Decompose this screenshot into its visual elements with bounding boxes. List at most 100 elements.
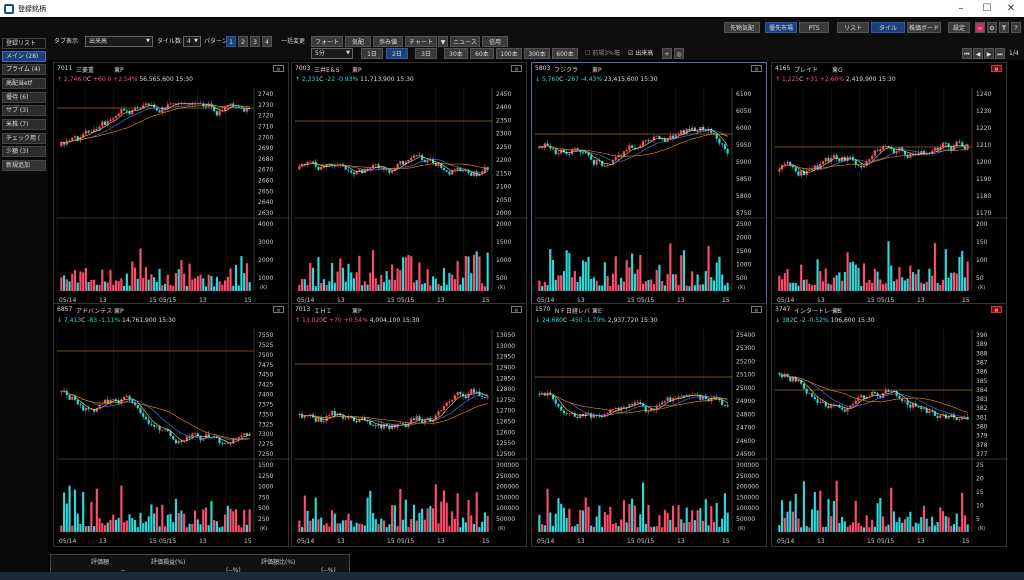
priority-market-button[interactable]: 優先市場 xyxy=(765,22,797,33)
volume-bar xyxy=(887,241,890,291)
tile-menu-icon[interactable]: ▤ xyxy=(511,306,522,313)
tab-chart[interactable]: チャート xyxy=(405,36,437,47)
price-line: ↑ 1,225C +31 +2.60% 2,419,900 15:30 xyxy=(775,76,896,83)
period-1d-button[interactable]: 1日 xyxy=(361,48,383,59)
tile-menu-icon[interactable]: ▤ xyxy=(751,65,762,72)
volume-bar xyxy=(347,263,350,291)
candle xyxy=(622,407,626,408)
zoom-reset-icon[interactable]: ◎ xyxy=(674,48,684,59)
volume-bar xyxy=(598,505,601,532)
tab-margin[interactable]: 信用 xyxy=(482,36,508,47)
candle xyxy=(955,417,958,421)
tile-menu-icon[interactable]: ▤ xyxy=(991,65,1002,72)
candle xyxy=(958,141,961,143)
period-100-button[interactable]: 100本 xyxy=(496,48,522,59)
sidebar-item-benefits[interactable]: 優待 (6) xyxy=(2,92,46,103)
sidebar-item-prime[interactable]: プライム (4) xyxy=(2,64,46,75)
next-page-icon[interactable]: ▶ xyxy=(984,48,994,59)
tile-count-select[interactable]: 4 xyxy=(183,36,201,47)
pts-button[interactable]: PTS xyxy=(799,22,829,33)
list-view-button[interactable]: リスト xyxy=(837,22,869,33)
sidebar-item-us-stocks[interactable]: 米株 (7) xyxy=(2,119,46,130)
last-page-icon[interactable]: ⏭ xyxy=(995,48,1005,59)
period-300-button[interactable]: 300本 xyxy=(524,48,550,59)
chart-dropdown-icon[interactable]: ▼ xyxy=(438,36,448,47)
candle xyxy=(147,419,150,424)
stock-tile[interactable]: 3747 インタートレード 東S ▤ ↓ 382C -2 -0.52% 106,… xyxy=(771,303,1008,547)
volume-bar xyxy=(84,267,87,291)
stock-board-button[interactable]: 株価ボード xyxy=(907,22,941,33)
tile-menu-icon[interactable]: ▤ xyxy=(273,65,284,72)
zoom-in-icon[interactable]: + xyxy=(662,48,672,59)
candle xyxy=(778,373,781,375)
tile-view-button[interactable]: タイル xyxy=(871,22,905,33)
volume-bar xyxy=(541,524,544,532)
volume-bar xyxy=(248,509,251,532)
candle xyxy=(710,128,713,133)
candle xyxy=(636,402,639,404)
candle xyxy=(183,103,186,105)
candle xyxy=(87,130,90,133)
stock-tile[interactable]: 7011 三菱重 東P ▤ ↑ 2,746.0C +60.0 +2.54% 56… xyxy=(53,62,290,306)
volume-bar xyxy=(573,526,576,532)
volume-bar xyxy=(131,261,134,291)
pattern-3-button[interactable]: 3 xyxy=(250,36,260,47)
stock-tile[interactable]: 5803 フジクラ 東P ▤ ↓ 5,760C -267 -4.43% 23,4… xyxy=(531,62,768,306)
tab-news[interactable]: ニュース xyxy=(450,36,480,47)
tile-menu-icon[interactable]: ▤ xyxy=(273,306,284,313)
period-2d-button[interactable]: 2日 xyxy=(386,48,408,59)
tab-quote[interactable]: 気配 xyxy=(345,36,371,47)
period-30-button[interactable]: 30本 xyxy=(444,48,468,59)
volume-bar xyxy=(841,517,844,532)
settings-button[interactable]: 設定 xyxy=(948,22,970,33)
maximize-button[interactable]: ☐ xyxy=(982,3,992,14)
tile-menu-icon[interactable]: ▤ xyxy=(511,65,522,72)
sidebar-item-high-dividend[interactable]: 高配当etf xyxy=(2,78,46,89)
candle xyxy=(603,165,606,167)
tab-fort[interactable]: フォート xyxy=(311,36,343,47)
link-icon[interactable]: ∞ xyxy=(975,22,985,33)
gear-icon[interactable]: ⚙ xyxy=(987,22,997,33)
sidebar-item-main[interactable]: メイン (28) xyxy=(2,51,46,62)
candle xyxy=(177,440,180,444)
prev-page-icon[interactable]: ◀ xyxy=(973,48,983,59)
prev-close-checkbox[interactable]: ☐ 前場3%幅 xyxy=(585,50,620,57)
tab-value-select[interactable]: 出来高 xyxy=(85,36,153,47)
x-tick-label: 13 xyxy=(337,297,345,304)
close-button[interactable]: ✕ xyxy=(1006,3,1016,14)
period-3d-button[interactable]: 3日 xyxy=(415,48,437,59)
pattern-2-button[interactable]: 2 xyxy=(238,36,248,47)
help-icon[interactable]: ? xyxy=(1011,22,1021,33)
tile-menu-icon[interactable]: ▤ xyxy=(751,306,762,313)
period-60-button[interactable]: 60本 xyxy=(470,48,494,59)
pattern-1-button[interactable]: 1 xyxy=(226,36,236,47)
stock-tile[interactable]: 7003 三井E＆S 東P ▤ ↑ 2,331C -22 -0.93% 11,7… xyxy=(291,62,528,306)
period-600-button[interactable]: 600本 xyxy=(552,48,578,59)
volume-checkbox[interactable]: ☑ 出来高 xyxy=(628,50,654,57)
add-list-button[interactable]: 新規追加 xyxy=(2,160,46,171)
volume-bar xyxy=(609,506,612,532)
candle xyxy=(606,164,609,167)
first-page-icon[interactable]: ⏮ xyxy=(962,48,972,59)
interval-select[interactable]: 5分 xyxy=(311,48,353,59)
stock-tile[interactable]: 7013 ＩＨＩ 東P ▤ ↑ 13,020C +70 +0.54% 4,004… xyxy=(291,303,528,547)
volume-bar xyxy=(371,250,375,291)
sidebar-item-small[interactable]: 少額 (3) xyxy=(2,146,46,157)
stock-tile[interactable]: 4165 プレイド 東G ▤ ↑ 1,225C +31 +2.60% 2,419… xyxy=(771,62,1008,306)
candle xyxy=(914,153,917,155)
candle xyxy=(680,130,683,135)
stock-tile[interactable]: 6857 アドバンテス 東P ▤ ↓ 7,413C -83 -1.11% 14,… xyxy=(53,303,290,547)
stock-tile[interactable]: 1570 ＮＦ日経レバ 東E ▤ ↓ 24,680C -450 -1.79% 2… xyxy=(531,303,768,547)
volume-bar xyxy=(912,272,915,291)
volume-bar xyxy=(854,264,857,291)
sidebar-item-check[interactable]: チェック用 ( xyxy=(2,133,46,144)
tab-tick[interactable]: 歩み値 xyxy=(373,36,403,47)
moving-average-line xyxy=(779,149,968,170)
sidebar-item-sub[interactable]: サブ (3) xyxy=(2,105,46,116)
tile-menu-icon[interactable]: ▤ xyxy=(991,306,1002,313)
price-change: -22 xyxy=(325,76,336,83)
text-size-icon[interactable]: T xyxy=(999,22,1009,33)
futures-quote-button[interactable]: 先物気配 xyxy=(724,22,760,33)
minimize-button[interactable]: – xyxy=(958,3,964,14)
pattern-4-button[interactable]: 4 xyxy=(262,36,272,47)
